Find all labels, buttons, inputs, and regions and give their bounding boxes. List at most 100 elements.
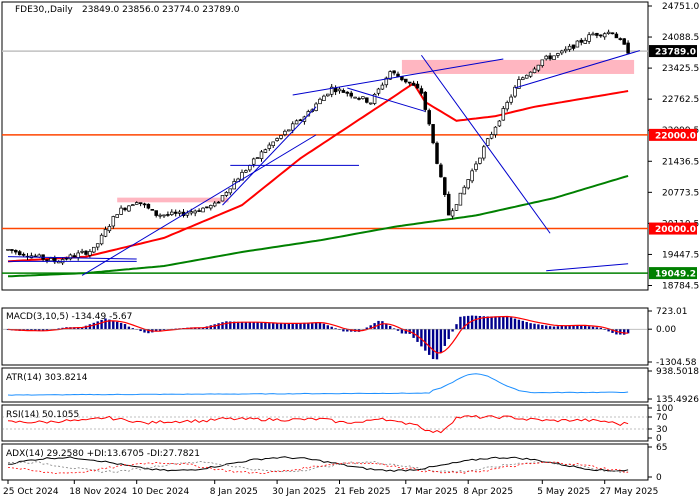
macd-bar — [260, 322, 263, 330]
candle-body — [587, 34, 591, 42]
candle-body — [146, 203, 151, 209]
macd-signal-line — [7, 315, 629, 354]
price-tick-label: 23425.5 — [662, 64, 699, 74]
macd-bar — [174, 328, 177, 330]
candle-body — [423, 91, 428, 110]
macd-bar — [490, 316, 493, 330]
time-tick-label: 8 Apr 2025 — [463, 487, 513, 497]
macd-bar — [318, 322, 322, 330]
candle-body — [76, 252, 80, 258]
macd-bar — [595, 327, 599, 330]
candle-body — [162, 214, 166, 217]
macd-bar — [112, 320, 115, 330]
candle-body — [131, 204, 135, 207]
candle-body — [614, 33, 619, 39]
candle-body — [610, 32, 615, 35]
macd-bar — [580, 325, 583, 330]
macd-bar — [57, 328, 60, 330]
candle-body — [72, 255, 77, 258]
macd-bar — [431, 329, 435, 360]
macd-bar — [92, 322, 95, 330]
time-tick-label: 5 May 2025 — [537, 487, 590, 497]
candle-body — [583, 39, 587, 44]
macd-panel[interactable]: MACD(3,10,5) -134.49 -5.67 723.01 0.00 -13… — [1, 307, 697, 368]
macd-bar — [143, 329, 146, 333]
macd-bar — [127, 326, 131, 330]
axis-tick-label: 723.01 — [656, 307, 688, 317]
candle-body — [540, 59, 545, 67]
macd-bar — [502, 316, 505, 330]
candle-body — [158, 214, 162, 217]
time-tick-label: 25 Oct 2024 — [3, 487, 59, 497]
candle-body — [290, 123, 295, 131]
candle-body — [326, 93, 330, 97]
macd-bar — [521, 320, 524, 330]
atr-panel[interactable]: ATR(14) 303.8214 938.5018 135.4926 — [1, 367, 699, 405]
macd-bar — [470, 315, 474, 330]
axis-tick-label: 30 — [656, 425, 668, 435]
macd-bar — [404, 329, 407, 334]
candle-body — [482, 146, 486, 159]
macd-bar — [240, 321, 244, 330]
axis-tick-label: -1304.58 — [656, 358, 697, 368]
macd-bar — [603, 329, 606, 330]
candle-body — [209, 205, 213, 209]
candle-body — [322, 95, 326, 101]
axis-tick-label: 65 — [656, 443, 667, 453]
rsi-line — [7, 415, 629, 434]
candle-body — [111, 216, 116, 227]
candle-body — [349, 92, 353, 97]
candle-body — [92, 246, 96, 253]
candle-body — [501, 108, 506, 121]
macd-bar — [307, 322, 310, 330]
candle-body — [80, 250, 84, 253]
price-label: 22000.0 — [655, 131, 696, 141]
candle-body — [470, 170, 474, 182]
candle-body — [536, 64, 541, 71]
macd-bar — [548, 326, 552, 330]
macd-bar — [584, 325, 587, 330]
macd-bar — [314, 322, 318, 330]
macd-bar — [420, 329, 423, 347]
candle-body — [138, 202, 143, 205]
candle-body — [532, 68, 537, 73]
macd-bar — [611, 329, 614, 333]
candle-body — [493, 126, 498, 136]
candle-body — [107, 226, 112, 232]
axis-tick-label: 135.4926 — [656, 395, 699, 405]
axis-tick-label: 0 — [656, 434, 662, 444]
macd-bar — [96, 321, 99, 330]
candle-body — [279, 135, 283, 139]
trendline-8 — [420, 54, 551, 234]
candle-body — [478, 157, 482, 164]
macd-bar — [88, 324, 92, 330]
candle-body — [365, 97, 369, 103]
candle-body — [53, 257, 57, 263]
macd-bar — [424, 329, 427, 351]
macd-bar — [572, 325, 575, 330]
macd-bar — [537, 324, 540, 330]
candle-body — [599, 34, 603, 37]
macd-bar — [389, 325, 392, 330]
adx-panel[interactable]: ADX(14) 29.2580 +DI:13.6705 -DI:27.7821 … — [1, 443, 667, 483]
candle-body — [10, 249, 14, 251]
price-panel[interactable]: FDE30,,Daily 23849.0 23856.0 23774.0 237… — [1, 1, 699, 292]
candle-body — [228, 188, 233, 194]
atr-label: ATR(14) 303.8214 — [6, 373, 88, 383]
candle-body — [240, 171, 244, 181]
macd-bar — [100, 319, 103, 330]
macd-bar — [326, 325, 329, 330]
macd-bar — [38, 329, 41, 331]
candle-body — [361, 96, 365, 99]
resistance-zone-0 — [401, 59, 635, 74]
candle-body — [197, 210, 201, 212]
macd-bar — [295, 323, 298, 330]
candle-body — [123, 207, 127, 211]
macd-bar — [162, 329, 166, 330]
macd-bar — [275, 323, 279, 330]
macd-bar — [221, 322, 224, 330]
macd-bar — [459, 316, 462, 330]
macd-bar — [478, 315, 482, 330]
